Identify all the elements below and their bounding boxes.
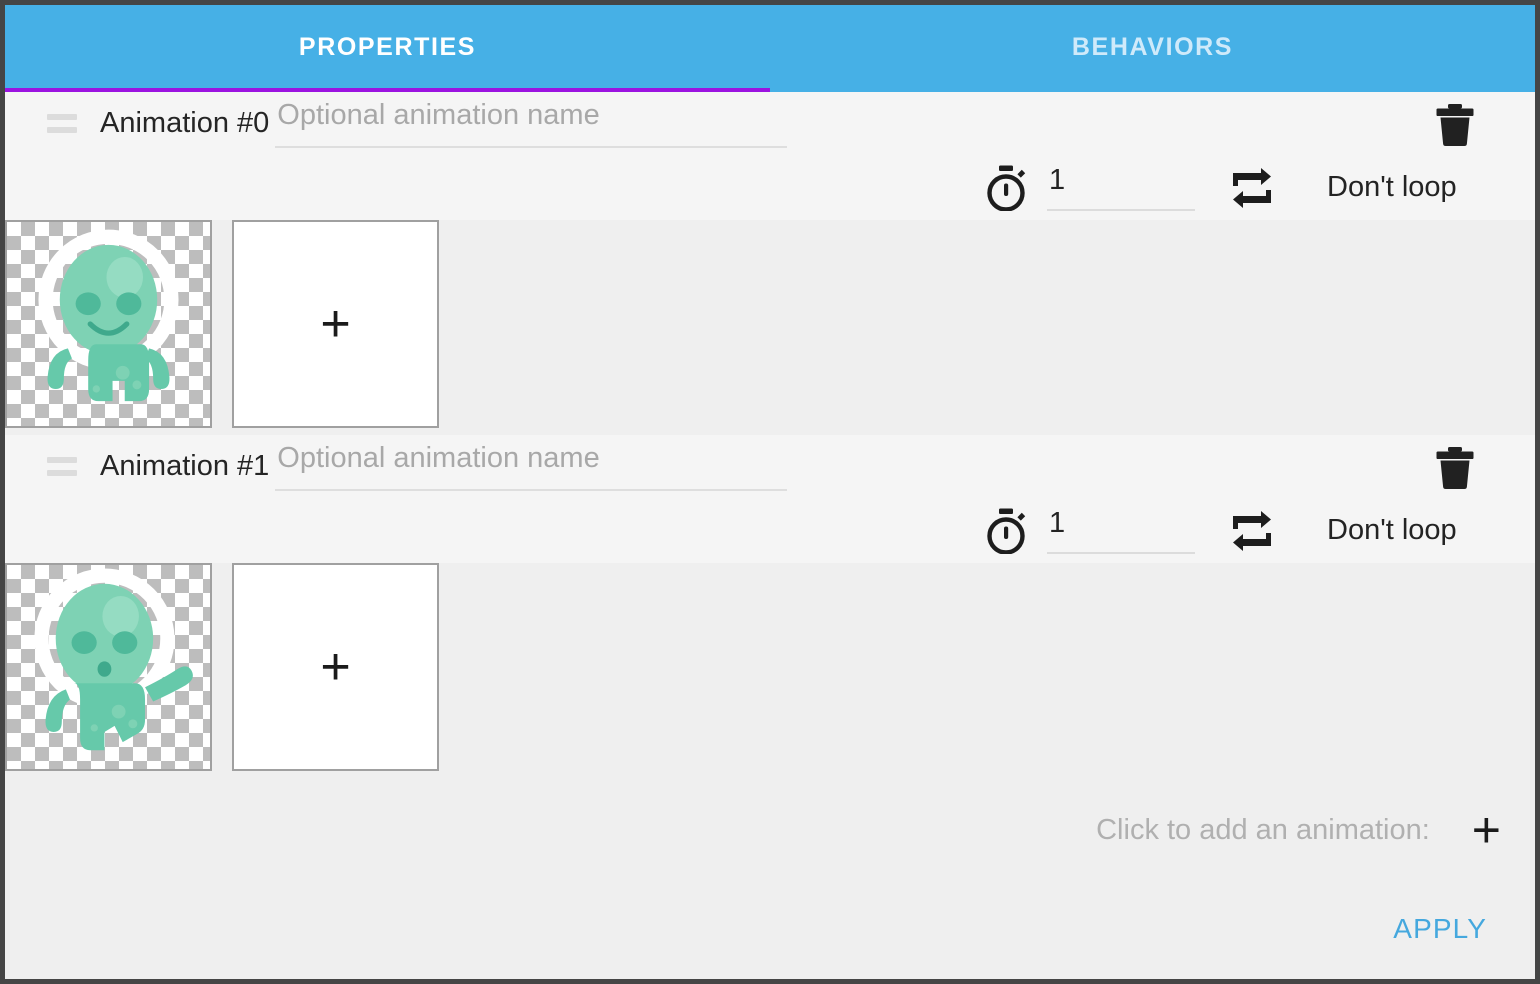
delete-animation-button[interactable] [1435, 447, 1475, 490]
add-frame-button[interactable]: + [232, 563, 439, 771]
loop-icon [1233, 167, 1271, 208]
drag-handle-icon[interactable] [47, 457, 77, 476]
animation-frames-strip: + [5, 220, 1535, 435]
animation-title: Animation #1 [100, 450, 270, 482]
animation-header-bottom-row: Don't loop [5, 498, 1535, 563]
animation-header: Animation #1 [5, 435, 1535, 563]
animation-block: Animation #0 [5, 92, 1535, 435]
trash-icon [1436, 447, 1474, 490]
animation-loop-toggle[interactable]: Don't loop [1229, 498, 1457, 563]
animation-name-input[interactable] [275, 99, 788, 148]
animation-header-top-row: Animation #1 [5, 435, 1535, 498]
add-animation-label: Click to add an animation: [1096, 813, 1430, 846]
tab-properties-label: PROPERTIES [298, 32, 477, 61]
animation-title: Animation #0 [100, 107, 270, 139]
animation-header-bottom-row: Don't loop [5, 155, 1535, 220]
delete-animation-button[interactable] [1435, 104, 1475, 147]
plus-icon: + [320, 638, 351, 696]
tab-behaviors-label: BEHAVIORS [1071, 32, 1234, 61]
stopwatch-icon [987, 165, 1026, 211]
animation-duration-input[interactable] [1047, 164, 1195, 211]
animation-loop-label: Don't loop [1327, 514, 1457, 546]
animation-header: Animation #0 [5, 92, 1535, 220]
animation-duration-group [985, 155, 1195, 220]
drag-handle-icon[interactable] [47, 114, 77, 133]
active-tab-indicator [5, 88, 770, 92]
add-animation-row[interactable]: Click to add an animation: + [1096, 805, 1501, 855]
plus-icon: + [1471, 802, 1501, 858]
trash-icon [1436, 104, 1474, 147]
animation-header-top-row: Animation #0 [5, 92, 1535, 155]
tab-properties[interactable]: PROPERTIES [5, 5, 770, 92]
add-frame-button[interactable]: + [232, 220, 439, 428]
alien-astronaut-wave-sprite [34, 568, 193, 751]
tab-behaviors[interactable]: BEHAVIORS [770, 5, 1535, 92]
animation-name-field-wrap [275, 442, 788, 491]
animation-frame-thumbnail[interactable] [5, 563, 212, 771]
animation-name-input[interactable] [275, 442, 788, 491]
properties-panel-content: Animation #0 [5, 92, 1535, 979]
animation-loop-label: Don't loop [1327, 171, 1457, 203]
plus-icon: + [320, 295, 351, 353]
animation-block: Animation #1 [5, 435, 1535, 778]
stopwatch-icon [987, 508, 1026, 554]
animation-frame-thumbnail[interactable] [5, 220, 212, 428]
tab-bar: PROPERTIES BEHAVIORS [5, 5, 1535, 92]
animation-frames-strip: + [5, 563, 1535, 778]
animation-duration-input[interactable] [1047, 507, 1195, 554]
alien-astronaut-idle-sprite [38, 229, 179, 402]
apply-button[interactable]: APPLY [1385, 907, 1495, 951]
loop-icon [1233, 510, 1271, 551]
animation-name-field-wrap [275, 99, 788, 148]
animation-duration-group [985, 498, 1195, 563]
animation-loop-toggle[interactable]: Don't loop [1229, 155, 1457, 220]
